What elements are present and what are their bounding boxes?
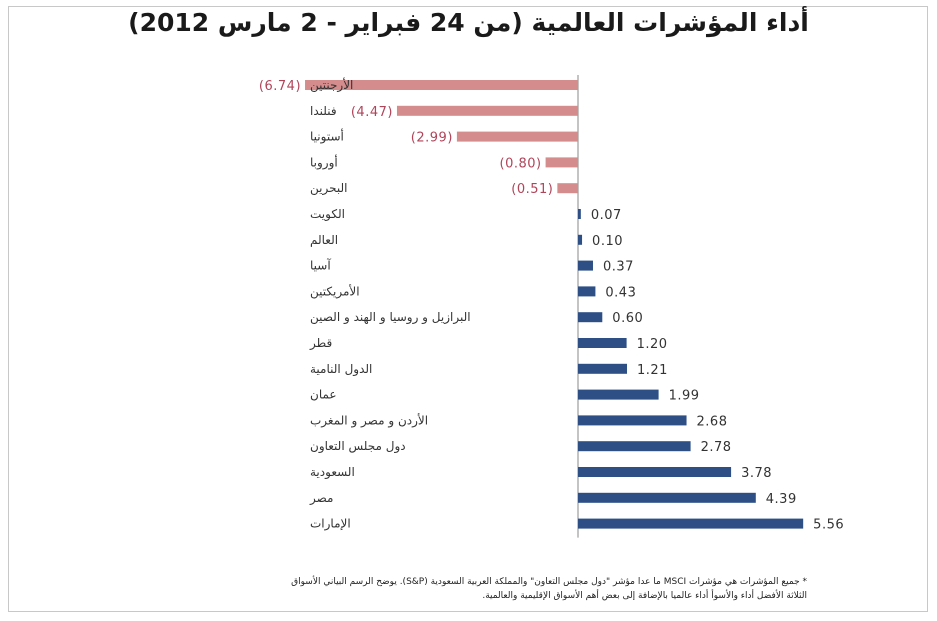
value-label-13: 2.68 [697,414,728,429]
bar-0 [305,80,578,90]
category-label-14: دول مجلس التعاون [310,439,406,454]
value-labels: (6.74) (4.47) (2.99) (0.80) (0.51) 0.07 0.10 0.… [259,79,844,533]
value-label-15: 3.78 [741,466,772,481]
footnote: * جميع المؤشرات هي مؤشرات MSCI ما عدا مؤ… [107,575,807,603]
category-label-11: الدول النامية [310,362,372,377]
bar-8 [578,286,596,297]
category-label-3: أوروبا [310,154,338,170]
bar-14 [578,441,691,452]
category-label-16: مصر [309,491,333,506]
category-label-0: الأرجنتين [310,77,353,93]
value-label-0: (6.74) [259,79,301,94]
category-label-5: الكويت [310,207,345,222]
value-label-7: 0.37 [603,260,634,275]
category-label-17: الإمارات [310,517,351,532]
bar-5 [578,209,581,219]
bar-6 [578,234,583,245]
bar-13 [578,415,687,426]
category-label-4: البحرين [310,181,347,196]
category-label-6: العالم [310,233,338,247]
value-label-3: (0.80) [500,156,542,171]
bar-16 [578,492,756,503]
bar-10 [578,338,627,348]
bars-group [305,80,804,529]
bar-7 [578,260,593,271]
footnote-line-2: الثلاثة الأفضل أداء والأسوأ أداء عالميا … [482,591,807,601]
category-label-2: أستونيا [310,129,344,145]
category-labels: الأرجنتين فنلندا أستونيا أوروبا البحرين الكوي… [309,77,471,532]
value-label-16: 4.39 [766,492,797,507]
footnote-line-1: * جميع المؤشرات هي مؤشرات MSCI ما عدا مؤ… [291,577,807,587]
value-label-5: 0.07 [591,208,622,223]
value-label-6: 0.10 [592,234,623,249]
category-label-7: آسيا [310,258,331,273]
category-label-9: البرازيل و روسيا و الهند و الصين [310,310,471,325]
bar-12 [578,389,659,400]
bar-1 [396,105,578,116]
category-label-8: الأمريكتين [310,283,360,299]
chart-title: أداء المؤشرات العالمية (من 24 فبراير - 2… [128,8,809,37]
bar-17 [578,518,804,529]
value-label-9: 0.60 [612,311,643,326]
value-label-14: 2.78 [701,440,732,455]
bar-4 [557,183,578,194]
bar-15 [578,467,732,477]
value-label-1: (4.47) [351,105,393,120]
value-label-8: 0.43 [605,285,636,300]
value-label-2: (2.99) [411,131,453,146]
value-label-11: 1.21 [637,363,668,378]
bar-11 [578,363,628,374]
bar-2 [456,131,578,142]
category-label-1: فنلندا [310,104,337,118]
category-label-12: عمان [310,388,337,402]
value-label-12: 1.99 [669,389,700,404]
value-label-4: (0.51) [511,182,553,197]
value-label-17: 5.56 [813,518,844,533]
bar-9 [578,312,603,323]
category-label-10: قطر [309,336,332,351]
bar-3 [545,157,578,168]
category-label-13: الأردن و مصر و المغرب [310,412,428,428]
value-label-10: 1.20 [637,337,668,352]
category-label-15: السعودية [310,465,355,480]
